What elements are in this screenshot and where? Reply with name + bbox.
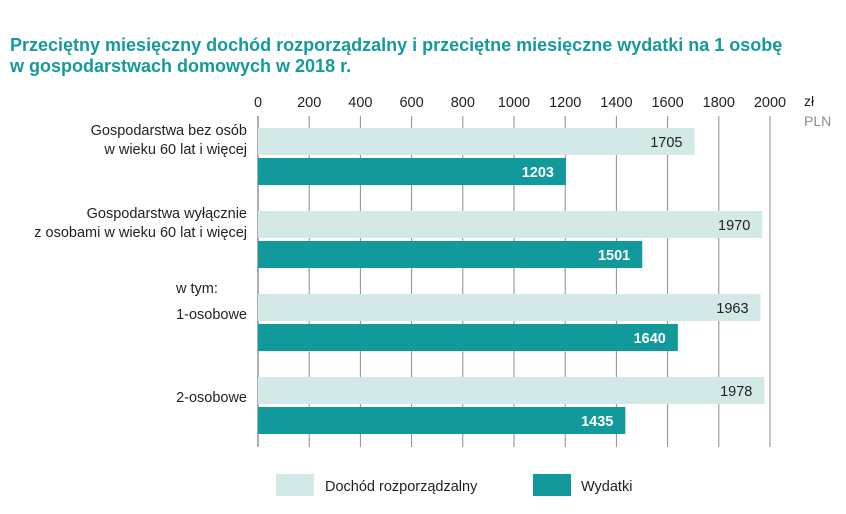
bar-expenses [258, 407, 626, 434]
legend-swatch-expenses [533, 474, 571, 496]
category-label: z osobami w wieku 60 lat i więcej [34, 225, 247, 241]
data-label-expenses: 1435 [581, 414, 613, 430]
legend-label-expenses: Wydatki [581, 479, 632, 495]
unit-label-en: PLN [804, 113, 831, 129]
bar-expenses [258, 241, 643, 268]
legend-swatch-income [276, 474, 314, 496]
x-tick-label: 1200 [549, 95, 581, 111]
unit-label-pl: zł [804, 93, 815, 109]
category-label: Gospodarstwa wyłącznie [87, 206, 247, 222]
category-label: 2-osobowe [176, 390, 247, 406]
x-tick-label: 2000 [754, 95, 786, 111]
x-tick-label: 1000 [498, 95, 530, 111]
x-tick-label: 800 [451, 95, 475, 111]
x-tick-label: 1800 [703, 95, 735, 111]
x-tick-label: 1600 [651, 95, 683, 111]
bar-income [258, 377, 765, 404]
bar-expenses [258, 324, 678, 351]
category-label: w wieku 60 lat i więcej [103, 142, 247, 158]
bar-income [258, 211, 763, 238]
category-label: 1-osobowe [176, 307, 247, 323]
bar-income [258, 128, 695, 155]
x-tick-label: 1400 [600, 95, 632, 111]
category-prefix-label: w tym: [175, 281, 218, 297]
x-tick-label: 400 [348, 95, 372, 111]
data-label-income: 1978 [720, 384, 752, 400]
legend: Dochód rozporządzalny Wydatki [276, 474, 632, 496]
data-label-expenses: 1640 [634, 331, 666, 347]
chart-title-line-2: w gospodarstwach domowych w 2018 r. [10, 56, 352, 76]
data-label-income: 1705 [650, 135, 682, 151]
category-label: Gospodarstwa bez osób [91, 123, 247, 139]
category-labels: Gospodarstwa bez osób w wieku 60 lat i wi… [34, 123, 247, 406]
chart-title: Przeciętny miesięczny dochód rozporządza… [10, 35, 782, 77]
data-label-income: 1963 [716, 301, 748, 317]
x-tick-label: 0 [254, 95, 262, 111]
data-label-expenses: 1203 [522, 165, 554, 181]
x-tick-label: 200 [297, 95, 321, 111]
bar-income [258, 294, 761, 321]
bars: 1705 1203 1970 1501 1963 1640 1978 1435 [258, 128, 765, 434]
bar-expenses [258, 158, 566, 185]
legend-label-income: Dochód rozporządzalny [325, 479, 478, 495]
data-label-expenses: 1501 [598, 248, 630, 264]
x-axis-ticks: 0 200 400 600 800 1000 1200 1400 1600 1800 2000 [254, 95, 786, 111]
chart-title-line-1: Przeciętny miesięczny dochód rozporządza… [10, 35, 783, 55]
x-tick-label: 600 [399, 95, 423, 111]
data-label-income: 1970 [718, 218, 750, 234]
